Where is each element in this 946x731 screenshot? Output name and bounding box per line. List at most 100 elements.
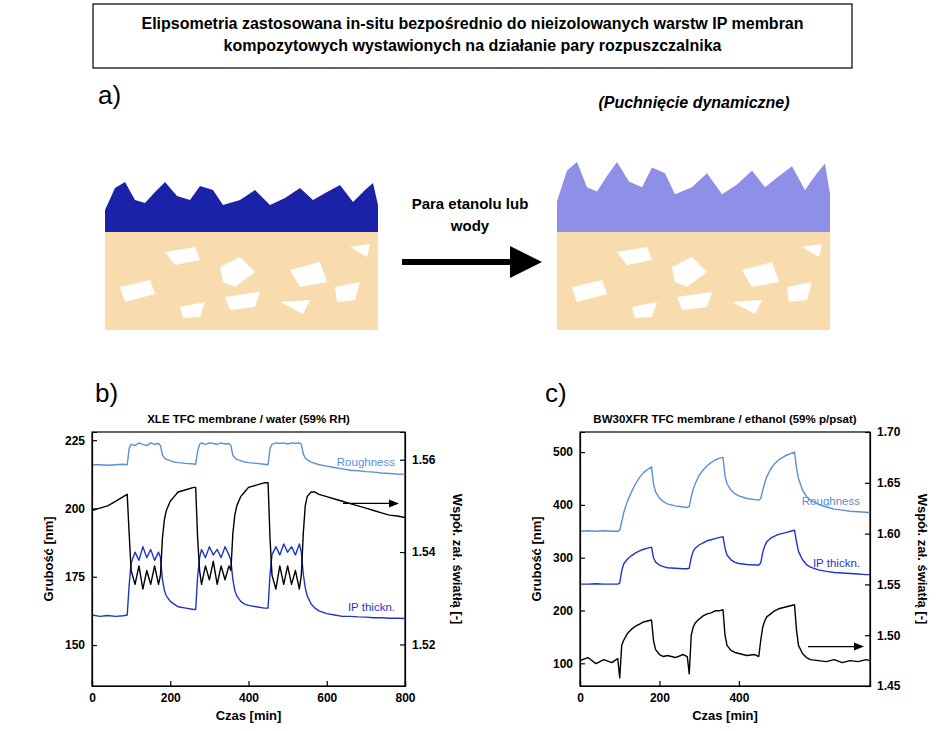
arrow-label: Para etanolu lubwody [412, 195, 529, 234]
y-axis-tick: 100 [553, 657, 585, 671]
y2-axis-tick-label: 1.56 [412, 453, 436, 467]
membrane-dry [105, 182, 378, 330]
series-line [92, 544, 405, 619]
axis-pointer [808, 646, 856, 647]
title-line: kompozytowych wystawionych na działanie … [224, 37, 722, 54]
y2-axis-tick-mark [865, 432, 870, 433]
x-axis-tick-label: 200 [650, 691, 670, 705]
y-axis-tick-label: 400 [553, 498, 573, 512]
y2-axis-tick: 1.70 [865, 425, 901, 439]
y-axis-tick: 175 [65, 570, 97, 584]
plot-frame [580, 432, 870, 686]
y-axis-tick-label: 225 [65, 434, 85, 448]
y-axis-tick-mark [580, 452, 585, 453]
x-axis-tick-mark [170, 681, 171, 686]
chart-title: BW30XFR TFC membrane / ethanol (59% p/ps… [593, 413, 856, 425]
pore [220, 257, 255, 287]
axis-pointer-head [854, 643, 864, 651]
pore [225, 292, 260, 310]
y2-axis-tick: 1.55 [865, 578, 901, 592]
y2-axis-tick: 1.50 [865, 629, 901, 643]
y-axis-tick-label: 200 [65, 502, 85, 516]
y2-axis-tick-label: 1.45 [877, 679, 901, 693]
y2-axis-tick: 1.52 [400, 638, 436, 652]
y2-axis-tick: 1.45 [865, 679, 901, 693]
y2-axis-tick-label: 1.60 [877, 527, 901, 541]
x-axis-tick-label: 800 [395, 691, 415, 705]
y2-axis-tick-label: 1.52 [412, 638, 436, 652]
membrane-swollen [557, 162, 830, 330]
x-axis-line [581, 681, 871, 687]
series-label: IP thickn. [348, 601, 395, 613]
panel-letter: a) [98, 80, 121, 110]
pore [120, 280, 155, 302]
pore [632, 302, 657, 318]
x-axis-tick: 400 [729, 681, 749, 705]
pore [290, 262, 327, 287]
y-axis-tick: 500 [553, 445, 585, 459]
ip-layer [557, 162, 830, 232]
x-axis-tick: 600 [317, 681, 337, 705]
series-line [92, 443, 405, 474]
series-label: Roughness [337, 456, 395, 468]
x-axis: 0 200 400 600 800 [89, 681, 416, 705]
pore [572, 280, 607, 302]
y-axis-tick-label: 175 [65, 570, 85, 584]
x-axis-tick-mark [327, 681, 328, 686]
y2-axis-tick-label: 1.70 [877, 425, 901, 439]
y-axis-tick-label: 200 [553, 604, 573, 618]
y-axis-line [581, 433, 586, 687]
x-axis-tick-label: 200 [161, 691, 181, 705]
y-axis-tick-mark [92, 508, 97, 509]
process-arrowhead [510, 246, 542, 278]
y2-axis-tick: 1.65 [865, 476, 901, 490]
series-label: IP thickn. [813, 557, 860, 569]
y2-axis-tick-mark [400, 552, 405, 553]
y-axis-tick-mark [92, 645, 97, 646]
y-axis-tick: 225 [65, 434, 97, 448]
pore [677, 292, 712, 310]
y2-axis-tick-mark [400, 460, 405, 461]
chart: c)BW30XFR TFC membrane / ethanol (59% p/… [529, 378, 929, 723]
y-axis-tick-label: 100 [553, 657, 573, 671]
x-axis-tick-mark [248, 681, 249, 686]
y2-axis-tick-mark [865, 686, 870, 687]
y-axis-tick-mark [580, 505, 585, 506]
y2-axis-tick-mark [865, 584, 870, 585]
y-axis-tick: 400 [553, 498, 585, 512]
title-box [93, 4, 852, 68]
x-axis-tick: 200 [161, 681, 181, 705]
y-axis-tick: 300 [553, 551, 585, 565]
diagram: a) Para etanolu lubwody (Puchnięcie dynami… [98, 80, 830, 330]
pore [802, 244, 822, 257]
y2-axis: 1.52 1.54 1.56 [400, 433, 436, 687]
x-axis-title: Czas [min] [692, 708, 758, 723]
header: Elipsometria zastosowana in-situ bezpośr… [93, 4, 852, 68]
x-axis-tick-mark [739, 681, 740, 686]
title: Elipsometria zastosowana in-situ bezpośr… [141, 15, 803, 54]
y2-axis-tick-label: 1.50 [877, 629, 901, 643]
pore [787, 282, 812, 302]
pore [180, 302, 205, 318]
y-axis-line [93, 433, 98, 687]
figure: Elipsometria zastosowana in-situ bezpośr… [0, 0, 946, 731]
x-axis-tick-label: 0 [89, 691, 96, 705]
y-axis-tick: 200 [553, 604, 585, 618]
y2-axis-tick-mark [865, 635, 870, 636]
y-axis: 100 200 300 400 500 [553, 433, 585, 687]
y-axis-tick-mark [580, 663, 585, 664]
y-axis-tick-mark [92, 577, 97, 578]
y2-axis-tick: 1.54 [400, 545, 436, 559]
plot-area [580, 452, 870, 678]
caption: (Puchnięcie dynamiczne) [598, 94, 789, 111]
y2-axis-tick: 1.60 [865, 527, 901, 541]
ip-layer [105, 182, 378, 232]
y2-axis-title: Współ. zał. światłą [-] [450, 494, 465, 625]
x-axis-tick-label: 0 [577, 691, 584, 705]
x-axis-line [93, 681, 406, 687]
pore [350, 244, 370, 257]
y2-axis-tick: 1.56 [400, 453, 436, 467]
y-axis: 150175200225 [65, 433, 97, 687]
x-axis-tick-label: 400 [239, 691, 259, 705]
x-axis-tick: 200 [650, 681, 670, 705]
